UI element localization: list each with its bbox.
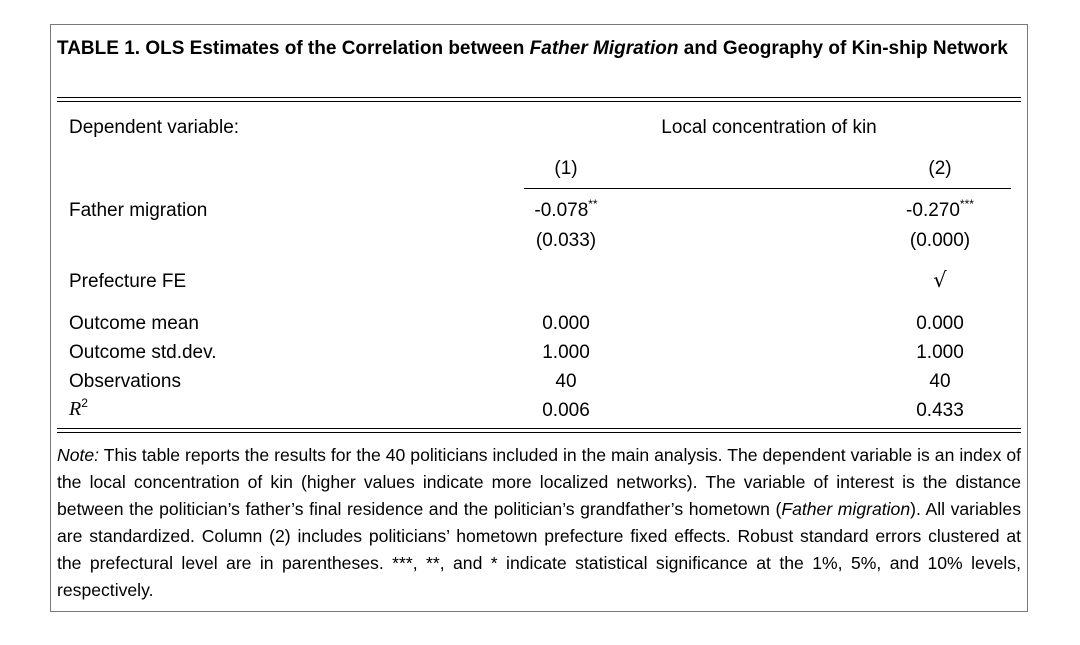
dep-var-value: Local concentration of kin [661, 117, 877, 138]
top-rule-2 [57, 101, 1021, 102]
bottom-rule-2 [57, 432, 1021, 433]
father-migration-se-1: (0.033) [535, 230, 597, 251]
outcome-std-2: 1.000 [916, 342, 964, 363]
note-text-2: ). All variables are standardized. Colum… [57, 499, 1021, 600]
outcome-std-1: 1.000 [542, 342, 590, 363]
row-label-father-migration: Father migration [69, 200, 208, 221]
table-frame: TABLE 1. OLS Estimates of the Correlatio… [50, 24, 1028, 612]
column-header-1: (1) [554, 158, 578, 179]
caption-text-before: OLS Estimates of the Correlation between [145, 38, 525, 59]
outcome-mean-2: 0.000 [916, 313, 964, 334]
column-underline [524, 188, 1011, 189]
row-label-observations: Observations [69, 371, 181, 392]
observations-1: 40 [555, 371, 577, 392]
row-label-outcome-std: Outcome std.dev. [69, 342, 217, 363]
r-squared-1: 0.006 [542, 400, 590, 421]
table-caption: TABLE 1. OLS Estimates of the Correlatio… [57, 35, 1019, 63]
prefecture-fe-check-icon: √ [933, 268, 947, 292]
r-squared-2: 0.433 [916, 400, 964, 421]
outcome-mean-1: 0.000 [542, 313, 590, 334]
column-header-2: (2) [928, 158, 952, 179]
father-migration-se-2: (0.000) [909, 230, 971, 251]
row-label-prefecture-fe: Prefecture FE [69, 271, 187, 292]
father-migration-coef-1: -0.078** [534, 197, 598, 221]
note-label: Note: [57, 445, 100, 465]
note-text-1: This table reports the results for the 4… [57, 445, 1021, 519]
row-label-r-squared: R2 [69, 396, 88, 420]
top-rule-1 [57, 97, 1021, 98]
row-label-outcome-mean: Outcome mean [69, 313, 199, 334]
table-note: Note: This table reports the results for… [57, 442, 1021, 604]
dep-var-label: Dependent variable: [69, 117, 240, 138]
caption-text-italic: Father Migration [529, 38, 679, 59]
caption-text-after: and Geography of Kin-ship Network [683, 38, 1008, 59]
bottom-rule-1 [57, 428, 1021, 429]
father-migration-coef-2: -0.270*** [906, 197, 974, 221]
note-italic: Father migration [781, 499, 911, 519]
caption-label: TABLE 1. [57, 38, 141, 59]
observations-2: 40 [929, 371, 951, 392]
